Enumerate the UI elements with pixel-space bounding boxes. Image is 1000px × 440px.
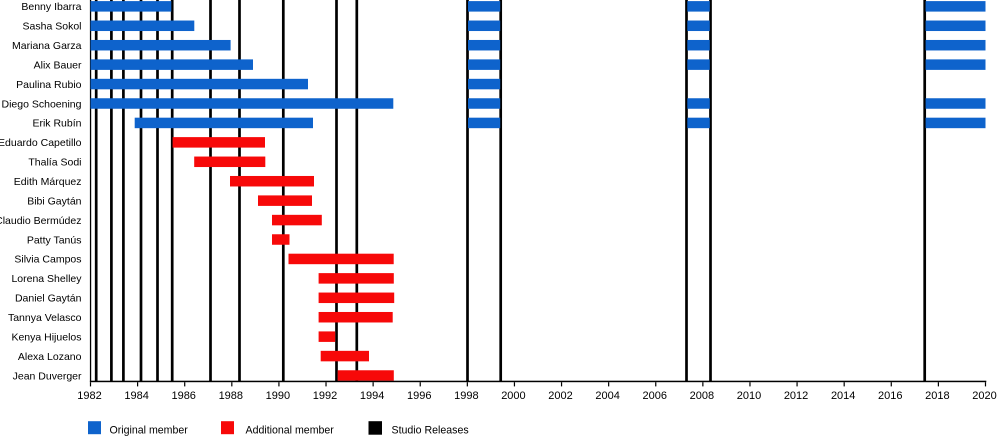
svg-text:Kenya Hijuelos: Kenya Hijuelos [11,331,81,343]
svg-text:2018: 2018 [925,390,949,402]
svg-text:1996: 1996 [407,390,431,402]
svg-text:2012: 2012 [784,390,808,402]
svg-text:2006: 2006 [643,390,667,402]
svg-text:Thalía Sodi: Thalía Sodi [28,157,81,169]
svg-text:Jean Duverger: Jean Duverger [13,370,82,382]
svg-text:2004: 2004 [595,390,619,402]
svg-text:Paulina Rubio: Paulina Rubio [16,79,82,91]
svg-text:Benny Ibarra: Benny Ibarra [21,1,81,13]
svg-text:2014: 2014 [831,390,855,402]
svg-text:1994: 1994 [360,390,384,402]
svg-text:1988: 1988 [219,390,243,402]
svg-text:1982: 1982 [77,390,101,402]
svg-text:Additional member: Additional member [246,425,335,437]
svg-text:2008: 2008 [690,390,714,402]
svg-text:2016: 2016 [878,390,902,402]
svg-text:Diego Schoening: Diego Schoening [2,98,82,110]
svg-text:Patty Tanús: Patty Tanús [27,234,82,246]
svg-text:Alexa Lozano: Alexa Lozano [18,351,82,363]
svg-text:1984: 1984 [124,390,148,402]
svg-text:2000: 2000 [501,390,525,402]
svg-text:Erik Rubín: Erik Rubín [32,118,81,130]
svg-text:Daniel Gaytán: Daniel Gaytán [15,293,82,305]
svg-text:Eduardo Capetillo: Eduardo Capetillo [0,137,82,149]
svg-text:1986: 1986 [171,390,195,402]
svg-text:1998: 1998 [454,390,478,402]
svg-text:2020: 2020 [972,390,996,402]
svg-text:Bibi Gaytán: Bibi Gaytán [27,195,81,207]
svg-text:Studio Releases: Studio Releases [392,425,469,437]
svg-text:Sasha Sokol: Sasha Sokol [23,21,82,33]
svg-text:Original member: Original member [110,425,189,437]
svg-text:Lorena Shelley: Lorena Shelley [11,273,82,285]
svg-text:Claudio Bermúdez: Claudio Bermúdez [0,215,82,227]
svg-text:1990: 1990 [266,390,290,402]
svg-text:Edith Márquez: Edith Márquez [14,176,82,188]
svg-text:2010: 2010 [737,390,761,402]
svg-text:1992: 1992 [313,390,337,402]
svg-text:Mariana Garza: Mariana Garza [12,40,82,52]
svg-text:Silvia Campos: Silvia Campos [14,254,81,266]
svg-text:Alix Bauer: Alix Bauer [34,59,82,71]
svg-text:Tannya Velasco: Tannya Velasco [8,312,82,324]
svg-text:2002: 2002 [548,390,572,402]
